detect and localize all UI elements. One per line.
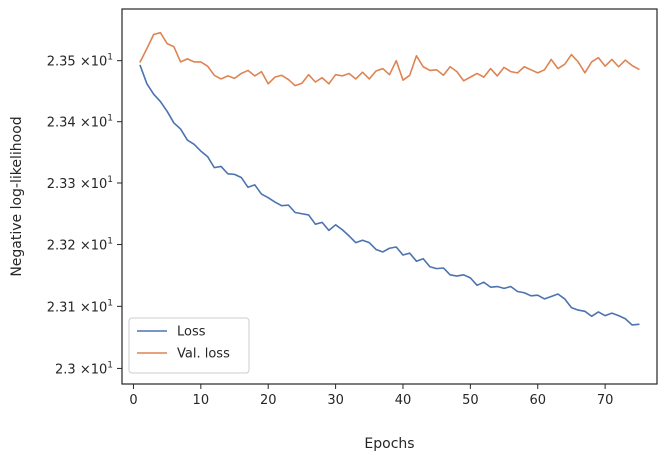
series-line-loss [139, 64, 640, 326]
x-tick-label: 40 [395, 393, 412, 408]
legend-label-loss: Loss [177, 325, 206, 340]
series-line-val-loss [139, 31, 640, 87]
y-tick-label: 2.34 ×101 [47, 114, 113, 131]
x-tick-label: 50 [462, 393, 479, 408]
y-tick-label: 2.31 ×101 [47, 298, 113, 315]
x-axis-label: Epochs [364, 436, 414, 452]
plot-frame [121, 8, 658, 385]
x-axis: 0 10 20 30 40 50 60 70 [129, 384, 613, 408]
x-tick-label: 0 [129, 393, 137, 408]
y-tick-label: 2.32 ×101 [47, 237, 113, 254]
legend-label-val-loss: Val. loss [177, 347, 230, 362]
x-tick-label: 20 [260, 393, 277, 408]
y-tick-label: 2.3 ×101 [55, 360, 113, 377]
y-axis: 2.3 ×101 2.31 ×101 2.32 ×101 2.33 ×101 2.34 … [47, 53, 122, 377]
x-tick-label: 70 [597, 393, 614, 408]
x-tick-label: 30 [327, 393, 344, 408]
y-axis-label: Negative log-likelihood [9, 116, 25, 276]
legend: Loss Val. loss [128, 317, 250, 374]
y-tick-label: 2.35 ×101 [47, 53, 113, 70]
x-tick-label: 10 [193, 393, 210, 408]
x-tick-label: 60 [529, 393, 546, 408]
y-tick-label: 2.33 ×101 [47, 175, 113, 192]
series-layer [139, 31, 640, 326]
